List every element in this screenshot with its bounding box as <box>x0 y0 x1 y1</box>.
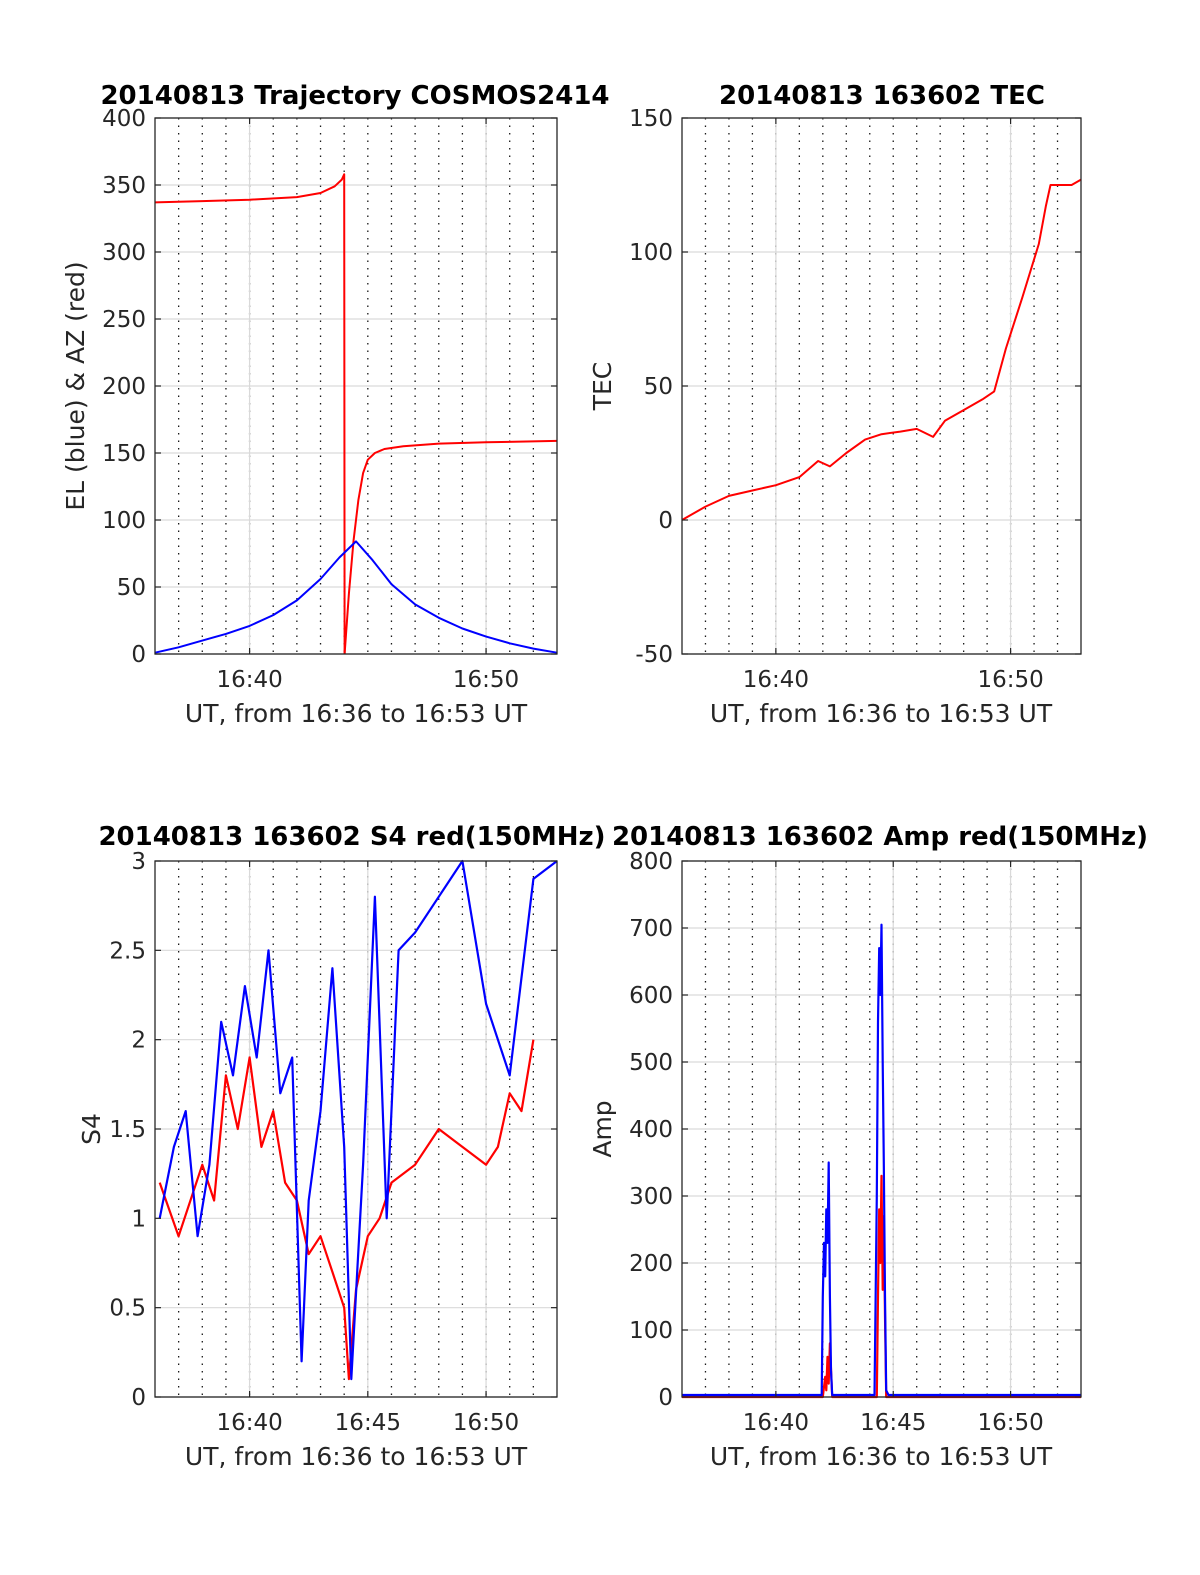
tec-y-tick-label: 100 <box>629 240 673 266</box>
s4-title: 20140813 163602 S4 red(150MHz) <box>98 822 605 852</box>
trajectory-series-0 <box>154 173 346 655</box>
s4-y-tick-label: 0 <box>131 1385 146 1411</box>
s4-y-tick-label: 0.5 <box>109 1296 146 1322</box>
s4-x-tick-label: 16:50 <box>453 1410 519 1436</box>
tec-panel: 20140813 163602 TEC -50 0 50 100 150 16:40 16:… <box>588 81 1082 728</box>
trajectory-y-tick-label: 150 <box>102 441 146 467</box>
trajectory-series <box>154 173 558 655</box>
trajectory-y-tick-label: 50 <box>117 575 146 601</box>
tec-y-tick-label: 150 <box>629 106 673 132</box>
amp-x-tick-label: 16:40 <box>743 1410 809 1436</box>
s4-x-tick-label: 16:40 <box>216 1410 282 1436</box>
amp-x-tick-label: 16:45 <box>860 1410 926 1436</box>
amp-y-tick-label: 700 <box>629 916 673 942</box>
trajectory-ticks: 0 50 100 150 200 250 300 350 400 16:40 16:50 <box>102 106 557 693</box>
trajectory-series-2 <box>154 540 558 654</box>
amp-y-tick-label: 600 <box>629 983 673 1009</box>
amp-series-1 <box>682 923 1081 1397</box>
trajectory-y-tick-label: 400 <box>102 106 146 132</box>
s4-panel: 0 0.5 1 1.5 2 2.5 3 16:40 16:45 16:50 20140813 16… <box>77 822 606 1471</box>
trajectory-panel: 20140813 Trajectory COSMOS2414 0 50 100 150… <box>61 81 610 728</box>
s4-series <box>158 859 558 1381</box>
trajectory-y-tick-label: 0 <box>131 642 146 668</box>
trajectory-y-axis-label: EL (blue) & AZ (red) <box>61 261 90 510</box>
amp-y-tick-label: 300 <box>629 1184 673 1210</box>
amp-ticks: 0 100 200 300 400 500 600 700 800 16:40 16:45 16:50 <box>629 849 1081 1436</box>
amp-y-tick-label: 100 <box>629 1318 673 1344</box>
trajectory-series-1 <box>343 439 558 655</box>
trajectory-y-tick-label: 200 <box>102 374 146 400</box>
tec-x-tick-label: 16:40 <box>743 667 809 693</box>
tec-x-tick-label: 16:50 <box>977 667 1043 693</box>
tec-title: 20140813 163602 TEC <box>719 81 1045 111</box>
tec-series-0 <box>681 178 1082 521</box>
s4-series-1 <box>158 859 558 1381</box>
trajectory-x-tick-label: 16:40 <box>216 667 282 693</box>
s4-grid <box>155 860 557 1398</box>
amp-y-tick-label: 0 <box>658 1385 673 1411</box>
tec-y-tick-label: 0 <box>658 508 673 534</box>
amp-x-axis-label: UT, from 16:36 to 16:53 UT <box>710 1442 1053 1471</box>
amp-x-tick-label: 16:50 <box>977 1410 1043 1436</box>
s4-series-0 <box>158 1039 535 1381</box>
trajectory-y-tick-label: 350 <box>102 173 146 199</box>
amp-y-tick-label: 400 <box>629 1117 673 1143</box>
amp-title: 20140813 163602 Amp red(150MHz) <box>612 822 1148 852</box>
trajectory-y-tick-label: 250 <box>102 307 146 333</box>
trajectory-x-axis-label: UT, from 16:36 to 16:53 UT <box>185 699 528 728</box>
trajectory-y-tick-label: 300 <box>102 240 146 266</box>
s4-y-tick-label: 1 <box>131 1206 146 1232</box>
tec-y-tick-label: -50 <box>635 642 673 668</box>
s4-y-axis-label: S4 <box>77 1113 106 1145</box>
s4-y-tick-label: 2 <box>131 1028 146 1054</box>
s4-x-tick-label: 16:45 <box>335 1410 401 1436</box>
trajectory-grid <box>155 117 557 655</box>
amp-y-tick-label: 200 <box>629 1251 673 1277</box>
s4-y-tick-label: 3 <box>131 849 146 875</box>
amp-y-tick-label: 800 <box>629 849 673 875</box>
tec-grid <box>682 117 1081 655</box>
tec-x-axis-label: UT, from 16:36 to 16:53 UT <box>710 699 1053 728</box>
trajectory-x-tick-label: 16:50 <box>453 667 519 693</box>
tec-ticks: -50 0 50 100 150 16:40 16:50 <box>629 106 1081 693</box>
s4-ticks: 0 0.5 1 1.5 2 2.5 3 16:40 16:45 16:50 <box>109 849 557 1436</box>
tec-y-tick-label: 50 <box>644 374 673 400</box>
s4-x-axis-label: UT, from 16:36 to 16:53 UT <box>185 1442 528 1471</box>
tec-series <box>681 178 1082 521</box>
amp-panel: 0 100 200 300 400 500 600 700 800 16:40 16:45 16:50… <box>588 822 1148 1471</box>
s4-y-tick-label: 1.5 <box>109 1117 146 1143</box>
amp-series-0 <box>682 1174 1081 1399</box>
s4-y-tick-label: 2.5 <box>109 938 146 964</box>
trajectory-y-tick-label: 100 <box>102 508 146 534</box>
amp-y-axis-label: Amp <box>588 1100 617 1157</box>
trajectory-title: 20140813 Trajectory COSMOS2414 <box>100 81 609 111</box>
tec-y-axis-label: TEC <box>588 362 617 412</box>
amp-y-tick-label: 500 <box>629 1050 673 1076</box>
amp-series <box>682 923 1081 1399</box>
